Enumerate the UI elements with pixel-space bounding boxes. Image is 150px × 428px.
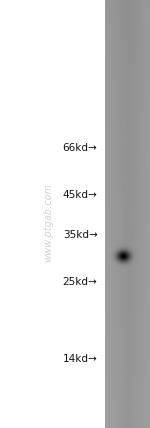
- Text: 35kd→: 35kd→: [63, 229, 98, 240]
- Text: 25kd→: 25kd→: [63, 276, 98, 287]
- Text: 45kd→: 45kd→: [63, 190, 98, 200]
- Text: 66kd→: 66kd→: [63, 143, 98, 153]
- Text: 14kd→: 14kd→: [63, 354, 98, 364]
- Text: www.ptgab.com: www.ptgab.com: [43, 183, 53, 262]
